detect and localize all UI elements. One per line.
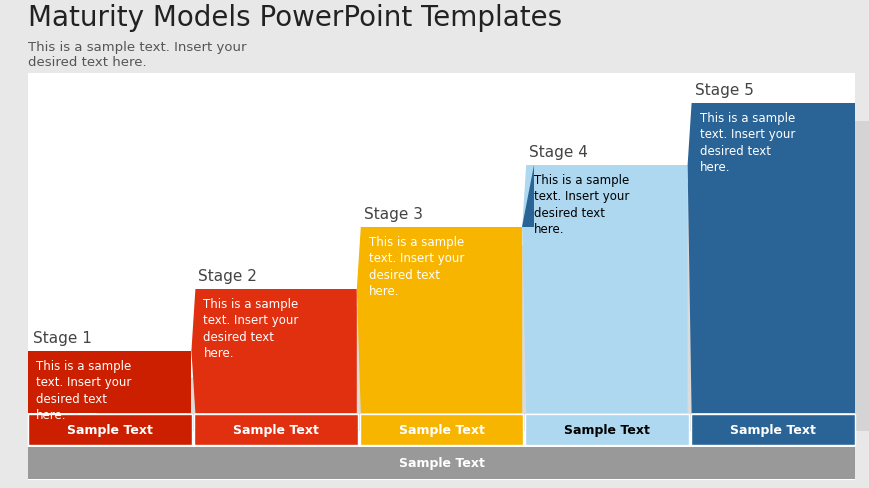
Text: Sample Text: Sample Text bbox=[398, 423, 484, 436]
FancyBboxPatch shape bbox=[690, 414, 854, 445]
FancyBboxPatch shape bbox=[28, 414, 192, 445]
Polygon shape bbox=[687, 104, 854, 413]
Text: This is a sample
text. Insert your
desired text
here.: This is a sample text. Insert your desir… bbox=[368, 236, 464, 298]
Text: Sample Text: Sample Text bbox=[233, 423, 319, 436]
Text: Stage 4: Stage 4 bbox=[528, 145, 587, 160]
Polygon shape bbox=[28, 351, 191, 413]
Text: This is a sample
text. Insert your
desired text
here.: This is a sample text. Insert your desir… bbox=[203, 297, 298, 360]
Polygon shape bbox=[521, 165, 534, 227]
Polygon shape bbox=[191, 289, 356, 413]
FancyBboxPatch shape bbox=[194, 414, 357, 445]
Text: Sample Text: Sample Text bbox=[398, 457, 484, 469]
Text: Stage 3: Stage 3 bbox=[363, 206, 422, 222]
Text: This is a sample
text. Insert your
desired text
here.: This is a sample text. Insert your desir… bbox=[534, 174, 629, 236]
Text: This is a sample
text. Insert your
desired text
here.: This is a sample text. Insert your desir… bbox=[36, 359, 131, 422]
FancyBboxPatch shape bbox=[28, 447, 854, 479]
Text: Sample Text: Sample Text bbox=[729, 423, 815, 436]
Text: Stage 1: Stage 1 bbox=[33, 330, 92, 346]
Polygon shape bbox=[521, 165, 687, 413]
Text: Sample Text: Sample Text bbox=[67, 423, 153, 436]
FancyBboxPatch shape bbox=[28, 74, 854, 480]
Text: Stage 2: Stage 2 bbox=[198, 268, 257, 284]
Text: Maturity Models PowerPoint Templates: Maturity Models PowerPoint Templates bbox=[28, 4, 561, 32]
FancyBboxPatch shape bbox=[525, 414, 687, 445]
Polygon shape bbox=[356, 227, 521, 413]
Text: This is a sample text. Insert your
desired text here.: This is a sample text. Insert your desir… bbox=[28, 41, 246, 69]
FancyBboxPatch shape bbox=[360, 414, 522, 445]
Polygon shape bbox=[50, 122, 869, 431]
Text: This is a sample
text. Insert your
desired text
here.: This is a sample text. Insert your desir… bbox=[699, 112, 794, 174]
Text: Stage 5: Stage 5 bbox=[693, 83, 753, 98]
Text: Sample Text: Sample Text bbox=[563, 423, 649, 436]
